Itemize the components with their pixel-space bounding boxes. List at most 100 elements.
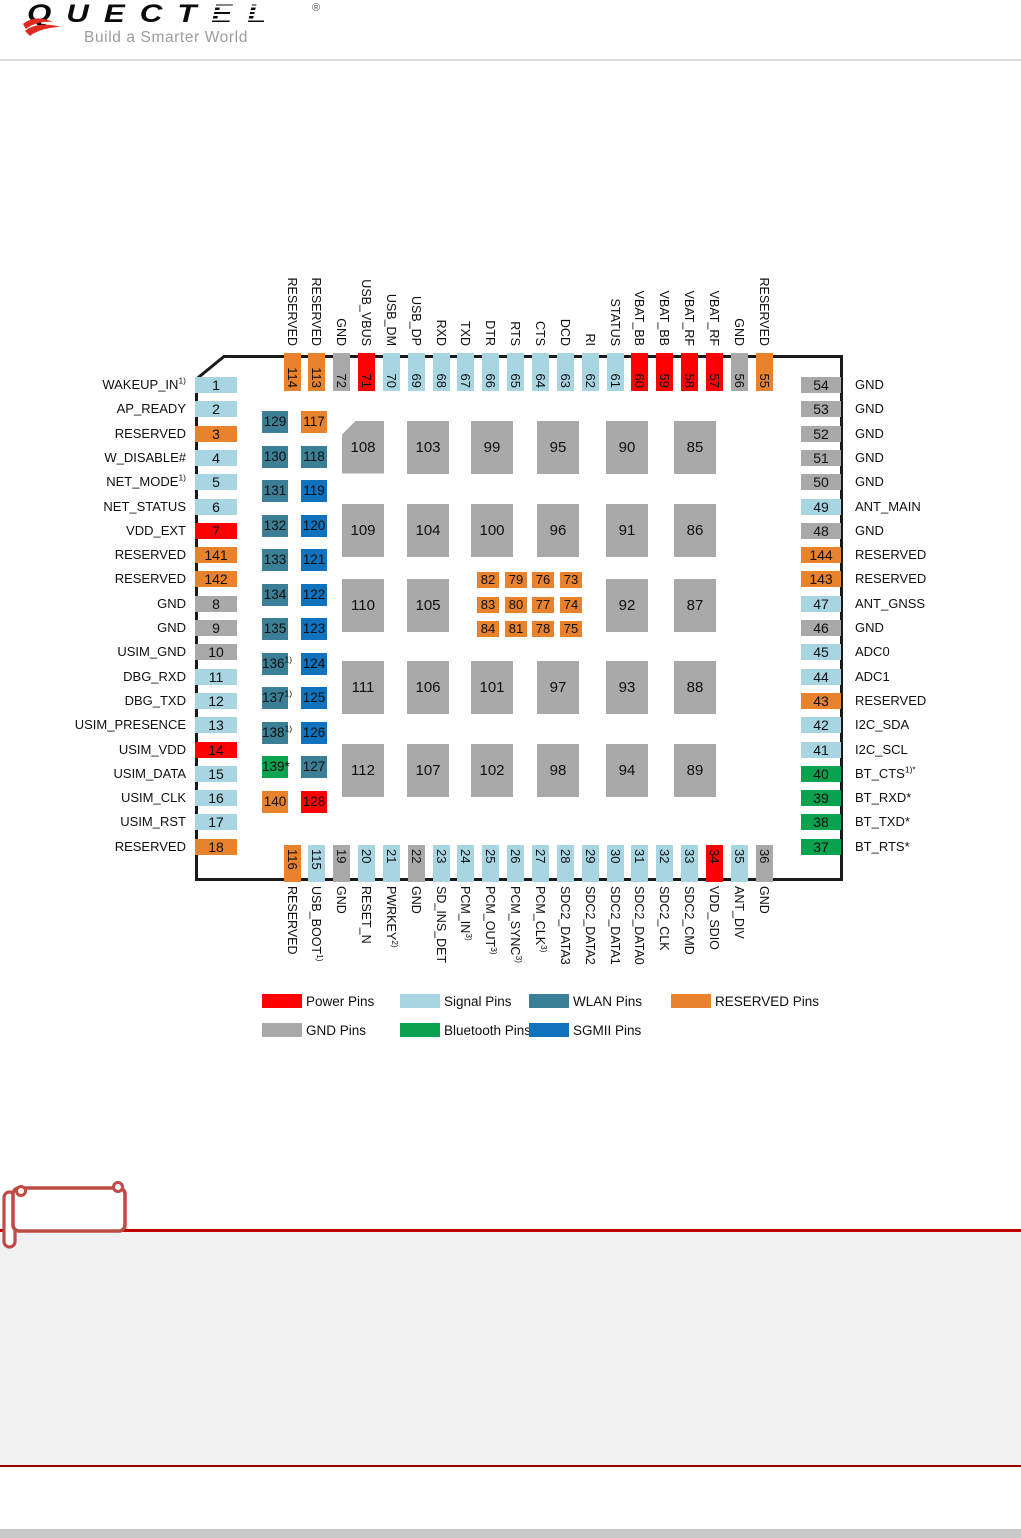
pin-label-18: RESERVED: [114, 838, 186, 854]
pad-100: 100: [471, 503, 513, 557]
pin-box-78: 78: [532, 621, 554, 637]
pin-label-50: GND: [855, 474, 884, 490]
pin-box-113: [308, 353, 326, 391]
pin-box-8: 8: [195, 595, 237, 612]
pin-label-31: SDC2_DATA0: [632, 886, 647, 965]
pin-box-41: 41: [801, 741, 841, 758]
pin-box-77: 77: [532, 597, 554, 613]
registered-trademark-icon: ®: [312, 2, 321, 14]
pin-label-58: VBAT_RF: [682, 290, 697, 346]
pin-label-116: RESERVED: [284, 886, 299, 955]
pin-box-82: 82: [477, 572, 499, 588]
pin-box-35: [730, 845, 748, 882]
pin-label-55: RESERVED: [756, 277, 771, 346]
pad-105: 105: [407, 578, 449, 632]
pin-label-68: RXD: [433, 319, 448, 346]
pin-label-62: RI: [582, 333, 597, 347]
pad-110: 110: [342, 578, 384, 632]
legend-label-gnd: GND Pins: [306, 1023, 367, 1038]
pin-box-70: [382, 353, 400, 391]
pin-num-19: 19: [334, 849, 350, 864]
pin-box-6: 6: [195, 498, 237, 515]
pin-box-55: [755, 353, 773, 391]
pin-label-6: NET_STATUS: [103, 498, 186, 514]
pad-94: 94: [606, 743, 648, 797]
pad-102: 102: [471, 743, 513, 797]
pad-98: 98: [537, 743, 579, 797]
pin-label-54: GND: [855, 377, 884, 392]
pin-box-81: 81: [505, 621, 527, 637]
pad-106: 106: [407, 660, 449, 714]
pin-label-27: PCM_CLK3): [533, 886, 550, 953]
pin-box-76: 76: [532, 572, 554, 588]
pin-label-72: GND: [334, 318, 349, 346]
legend-label-sgmii: SGMII Pins: [573, 1023, 642, 1038]
pin-num-27: 27: [533, 849, 548, 864]
pin-num-115: 115: [309, 849, 325, 870]
quectel-logo: QUECTEL: [27, 0, 286, 30]
pin-box-144: 144: [801, 547, 841, 564]
pad-103: 103: [407, 420, 449, 474]
pin-num-69: 69: [408, 373, 424, 388]
pin-label-36: GND: [756, 886, 771, 914]
pin-box-125: 125: [301, 687, 327, 709]
pin-label-63: DCD: [557, 318, 572, 346]
pin-box-29: [581, 845, 599, 882]
pin-box-31: [631, 845, 649, 882]
pin-label-49: ANT_MAIN: [855, 498, 921, 514]
pin-num-70: 70: [383, 373, 399, 388]
pin-box-22: [407, 845, 425, 882]
pin-box-118: 118: [301, 445, 327, 468]
pin-box-79: 79: [505, 572, 527, 588]
pin-box-57: [705, 353, 723, 391]
pin-label-43: RESERVED: [855, 692, 927, 708]
pin-box-139*: 139*: [262, 756, 290, 778]
pin-box-143: 143: [801, 571, 841, 588]
pin-box-10: 10: [195, 644, 237, 661]
pin-box-128: 128: [301, 790, 327, 813]
pin-label-17: USIM_RST: [120, 814, 186, 830]
pad-107: 107: [407, 743, 449, 797]
logo-brand-tail: EL: [207, 0, 286, 30]
pin-label-42: I2C_SDA: [855, 717, 910, 733]
pin-num-28: 28: [557, 849, 573, 864]
pin-box-2: 2: [195, 401, 237, 418]
legend-label-reserved: RESERVED Pins: [715, 994, 820, 1009]
pad-97: 97: [537, 660, 579, 714]
pin-label-35: ANT_DIV: [731, 886, 746, 939]
pin-label-141: RESERVED: [114, 547, 186, 563]
pin-box-12: 12: [195, 692, 237, 709]
pin-num-21: 21: [383, 849, 399, 864]
pin-box-17: 17: [195, 814, 237, 831]
pin-label-70: USB_DM: [383, 293, 398, 346]
pin-box-43: 43: [801, 692, 841, 709]
pin-box-61: [606, 353, 624, 391]
pad-90: 90: [606, 420, 648, 474]
pin-box-142: 142: [195, 571, 237, 588]
pin-num-20: 20: [359, 849, 375, 864]
legend-label-wlan: WLAN Pins: [573, 994, 643, 1009]
pad-95: 95: [537, 420, 579, 474]
pad-101: 101: [471, 660, 513, 714]
pin-box-65: [507, 353, 525, 391]
section-divider-red-top: [0, 1229, 1021, 1232]
pad-93: 93: [606, 660, 648, 714]
pin-box-127: 127: [301, 756, 327, 778]
pin-box-126: 126: [301, 721, 327, 744]
pin-label-34: VDD_SDIO: [706, 886, 721, 950]
pin-num-31: 31: [632, 849, 648, 864]
pin-box-114: [283, 353, 301, 391]
pin-box-48: 48: [801, 522, 841, 539]
pad-89: 89: [674, 743, 716, 797]
legend-swatch-signal: [400, 994, 440, 1008]
legend-swatch-power: [262, 994, 302, 1008]
pin-num-65: 65: [508, 373, 524, 388]
pin-box-138: 1381): [262, 721, 292, 744]
pin-label-37: BT_RTS*: [855, 838, 910, 854]
pin-label-142: RESERVED: [114, 571, 186, 587]
pin-label-10: USIM_GND: [117, 644, 186, 660]
pin-box-59: [656, 353, 674, 391]
pin-box-63: [556, 353, 574, 391]
pin-label-44: ADC1: [855, 668, 890, 684]
